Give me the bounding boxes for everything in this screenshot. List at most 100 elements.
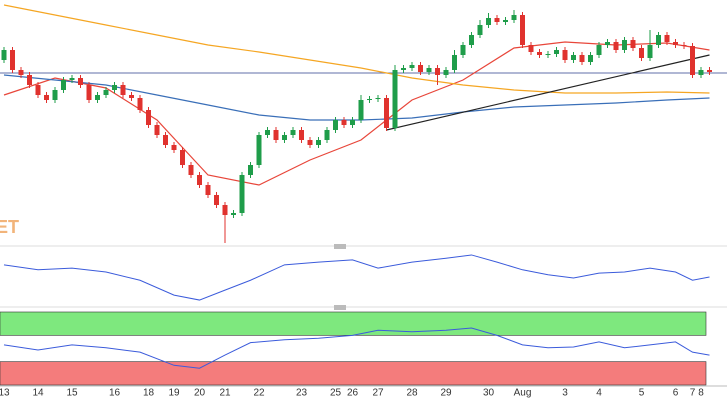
candle-body	[452, 55, 457, 70]
candle-body	[205, 185, 211, 195]
indicator-line	[3, 327, 710, 369]
candle-body	[673, 42, 678, 45]
x-tick-label: 19	[168, 388, 180, 399]
candle-body	[528, 45, 534, 52]
candle-body	[545, 54, 551, 55]
candle-body	[256, 135, 262, 165]
candle-body	[443, 70, 449, 75]
candle-body	[27, 75, 32, 85]
trend-line	[386, 54, 710, 131]
candle-body	[86, 85, 92, 100]
candle-body	[95, 95, 100, 100]
candle-body	[324, 130, 330, 140]
candle-body	[562, 50, 568, 60]
candle-body	[613, 42, 619, 50]
x-tick-label: 21	[219, 388, 231, 399]
candle-body	[231, 213, 236, 215]
candle-body	[112, 85, 117, 90]
candle-body	[494, 18, 500, 22]
candle-body	[605, 42, 610, 45]
candle-body	[639, 48, 644, 58]
candle-body	[358, 100, 364, 120]
panel-handle[interactable]	[334, 244, 346, 249]
x-tick-label: 7	[690, 388, 696, 399]
candle-body	[290, 130, 296, 135]
x-tick-label: 22	[253, 388, 265, 399]
candle-body	[239, 175, 245, 213]
candle-body	[392, 70, 398, 128]
candle-body	[69, 78, 75, 80]
candle-body	[129, 95, 134, 98]
candle-body	[341, 120, 347, 125]
candle-body	[44, 95, 49, 100]
x-tick-label: Aug	[514, 388, 532, 399]
candle-body	[1, 50, 7, 60]
x-tick-label: 23	[296, 388, 308, 399]
candle-body	[154, 125, 160, 135]
candle-body	[214, 195, 219, 205]
candle-body	[333, 120, 338, 130]
candle-body	[681, 45, 687, 46]
candle-body	[137, 98, 143, 110]
candle-body	[477, 25, 483, 35]
watermark: ET	[0, 217, 19, 237]
candle-body	[401, 68, 406, 70]
candle-body	[52, 90, 58, 100]
candle-body	[18, 70, 24, 75]
candle-body	[265, 130, 270, 135]
x-tick-label: 8	[698, 388, 704, 399]
candle-body	[222, 205, 228, 215]
x-tick-label: 4	[596, 388, 602, 399]
candle-body	[537, 52, 542, 55]
x-tick-label: 14	[32, 388, 44, 399]
x-tick-label: 6	[673, 388, 679, 399]
candle-body	[78, 78, 83, 85]
x-tick-label: 5	[639, 388, 645, 399]
x-tick-label: 18	[143, 388, 155, 399]
x-tick-label: 16	[109, 388, 121, 399]
candle-body	[350, 120, 355, 125]
candle-body	[188, 165, 194, 175]
candle-body	[435, 68, 440, 75]
candle-body	[690, 46, 695, 75]
candle-body	[596, 45, 602, 55]
x-tick-label: 28	[406, 388, 418, 399]
indicator-zone	[0, 311, 707, 336]
x-tick-label: 26	[347, 388, 359, 399]
candle-body	[35, 85, 41, 95]
candle-body	[10, 50, 15, 70]
candle-body	[630, 40, 636, 48]
candle-body	[61, 80, 66, 90]
candle-body	[707, 70, 712, 72]
candle-body	[299, 130, 304, 140]
x-tick-label: 13	[0, 388, 10, 399]
panel-handle[interactable]	[334, 305, 346, 310]
x-tick-label: 30	[483, 388, 495, 399]
candle-body	[656, 35, 661, 45]
candle-body	[486, 18, 491, 25]
candle-body	[664, 35, 670, 42]
x-tick-label: 3	[562, 388, 568, 399]
candle-body	[588, 55, 593, 62]
moving-average	[3, 4, 710, 94]
candle-body	[647, 45, 653, 58]
candle-body	[120, 85, 126, 95]
candle-body	[520, 15, 525, 45]
candle-body	[409, 65, 415, 68]
candle-body	[163, 135, 168, 145]
candle-body	[273, 130, 279, 140]
candle-body	[460, 45, 466, 55]
candle-body	[146, 110, 151, 125]
candle-body	[367, 99, 372, 100]
x-tick-label: 25	[330, 388, 342, 399]
indicator-zone	[0, 361, 707, 386]
indicator-line	[3, 254, 710, 301]
candle-body	[571, 55, 576, 60]
candle-body	[469, 35, 474, 45]
candle-body	[171, 145, 177, 150]
candle-body	[103, 90, 109, 95]
candle-body	[418, 65, 423, 72]
candle-body	[180, 150, 185, 165]
